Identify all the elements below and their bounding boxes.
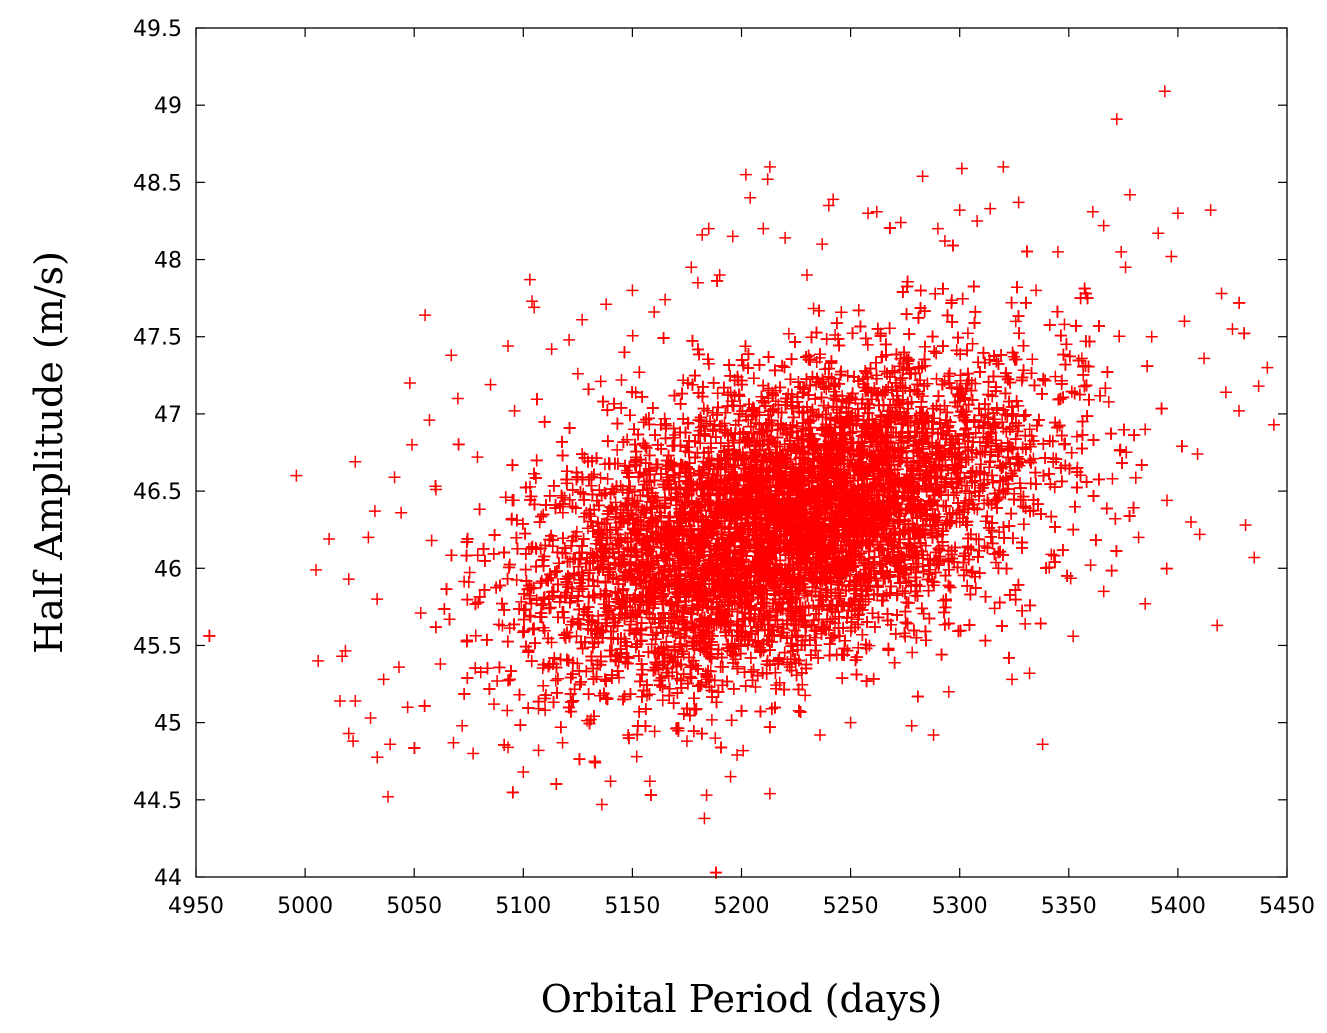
data-point (749, 680, 762, 693)
data-point (626, 329, 639, 342)
data-point (799, 689, 812, 702)
data-point (594, 471, 607, 484)
data-point (1009, 315, 1022, 328)
data-point (549, 674, 562, 687)
data-point (1012, 399, 1025, 412)
data-point (601, 472, 614, 485)
data-point (492, 618, 505, 631)
data-point (807, 302, 820, 315)
data-point (810, 378, 823, 391)
data-point (861, 338, 874, 351)
data-point (1049, 370, 1062, 383)
data-point (938, 235, 951, 248)
data-point (487, 698, 500, 711)
data-point (339, 644, 352, 657)
data-point (510, 574, 523, 587)
data-point (737, 744, 750, 757)
data-point (501, 704, 514, 717)
data-point (975, 409, 988, 422)
data-point (705, 713, 718, 726)
data-point (983, 461, 996, 474)
data-point (782, 327, 795, 340)
data-point (640, 689, 653, 702)
data-point (961, 327, 974, 340)
data-point (611, 443, 624, 456)
data-point (919, 359, 932, 372)
data-point (1102, 395, 1115, 408)
data-point (668, 429, 681, 442)
data-point (996, 416, 1009, 429)
data-point (594, 375, 607, 388)
data-point (463, 566, 476, 579)
data-point (810, 355, 823, 368)
data-point (982, 497, 995, 510)
data-point (648, 725, 661, 738)
data-points (203, 85, 1280, 879)
data-point (581, 522, 594, 535)
data-point (930, 372, 943, 385)
data-point (1026, 353, 1039, 366)
data-point (537, 679, 550, 692)
data-point (1023, 423, 1036, 436)
data-point (515, 595, 528, 608)
data-point (966, 337, 979, 350)
data-point (989, 556, 1002, 569)
data-point (1070, 430, 1083, 443)
data-point (906, 646, 919, 659)
